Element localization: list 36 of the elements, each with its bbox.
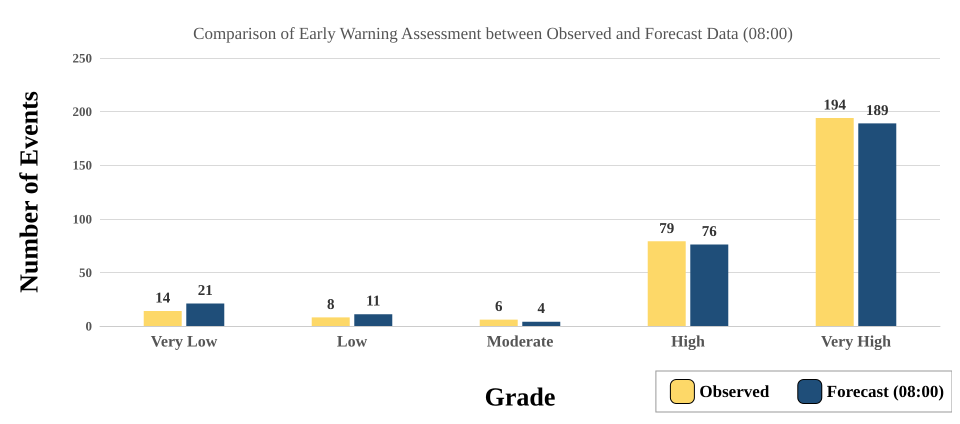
legend-label: Forecast (08:00)	[826, 382, 944, 401]
bar	[480, 320, 518, 326]
x-tick-label: High	[671, 334, 705, 350]
data-label: 189	[866, 102, 889, 119]
data-label: 8	[326, 296, 334, 313]
data-label: 21	[198, 282, 213, 299]
bar	[858, 123, 896, 326]
bar	[312, 317, 350, 326]
bar	[690, 244, 728, 326]
x-tick-label: Very High	[820, 334, 892, 350]
x-tick-label: Very Low	[150, 334, 218, 350]
data-label: 11	[366, 294, 380, 310]
y-tick-label: 50	[79, 264, 92, 280]
chart-title: Comparison of Early Warning Assessment between Observed and Forecast Data (08:00)	[193, 24, 793, 43]
bar	[522, 322, 560, 326]
data-label: 4	[538, 301, 546, 318]
data-label: 76	[702, 224, 718, 240]
data-label: 6	[494, 299, 503, 316]
data-label: 194	[823, 98, 846, 114]
y-tick-label: 250	[72, 50, 92, 66]
bar	[648, 241, 686, 326]
data-label: 79	[659, 220, 674, 237]
y-tick-label: 100	[72, 211, 92, 226]
x-tick-label: Moderate	[486, 334, 554, 350]
y-tick-label: 200	[72, 104, 92, 120]
bar	[816, 118, 854, 326]
bar	[144, 310, 182, 326]
data-label: 14	[155, 290, 171, 306]
y-tick-label: 0	[86, 318, 92, 334]
y-tick-label: 150	[72, 158, 92, 173]
bar	[186, 303, 224, 326]
y-axis-title: Number of Events	[14, 91, 44, 293]
legend-label: Observed	[699, 382, 770, 401]
bar	[354, 314, 392, 326]
x-tick-label: Low	[336, 334, 368, 350]
x-axis-title: Grade	[484, 382, 556, 412]
